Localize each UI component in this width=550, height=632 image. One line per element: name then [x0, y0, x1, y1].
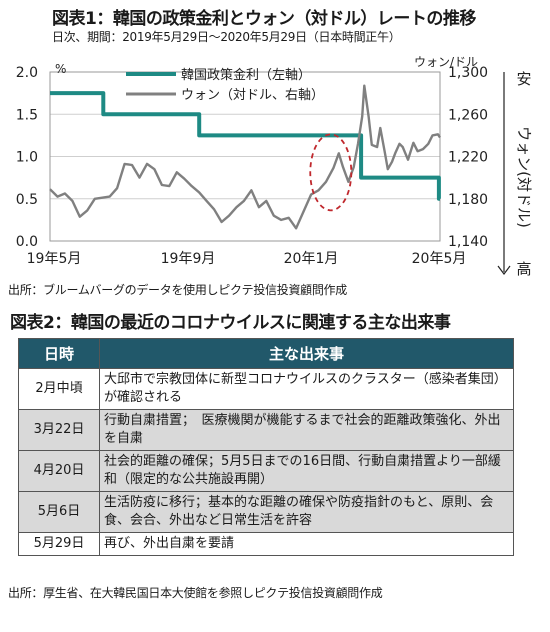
left-axis-unit: % — [55, 62, 66, 76]
event-date: 5月6日 — [18, 491, 100, 533]
figure1-source: 出所：ブルームバーグのデータを使用しピクテ投信投資顧問作成 — [8, 283, 347, 297]
events-table: 日時 主な出来事 2月中頃 大邱市で宗教団体に新型コロナウイルスのクラスター（感… — [18, 338, 514, 556]
right-tick-label: 1,140 — [448, 234, 488, 250]
plot-frame — [49, 71, 441, 242]
table-row: 3月22日 行動自粛措置； 医療機関が機能するまで社会的距離政策強化、外出を自粛 — [18, 409, 514, 451]
right-tick-label: 1,220 — [448, 150, 488, 166]
table-row: 2月中頃 大邱市で宗教団体に新型コロナウイルスのクラスター（感染者集団）が確認さ… — [18, 368, 514, 410]
x-tick-label: 19年5月 — [27, 251, 82, 267]
legend-won-label: ウォン（対ドル、右軸） — [181, 88, 324, 103]
x-tick-label: 19年9月 — [161, 251, 216, 267]
date-header: 日時 — [18, 338, 100, 369]
event-text: 行動自粛措置； 医療機関が機能するまで社会的距離政策強化、外出を自粛 — [99, 409, 514, 451]
left-tick-label: 0.5 — [16, 192, 38, 208]
event-text: 社会的距離の確保；5月5日までの16日間、行動自粛措置より一部緩和（限定的な公共… — [99, 450, 514, 492]
event-date: 3月22日 — [18, 409, 100, 451]
event-text: 再び、外出自粛を要請 — [99, 532, 514, 556]
table-row: 5月6日 生活防疫に移行；基本的な距離の確保や防疫指針のもと、原則、会食、会合、… — [18, 491, 514, 533]
legend-policy-label: 韓国政策金利（左軸） — [181, 67, 311, 83]
event-text: 大邱市で宗教団体に新型コロナウイルスのクラスター（感染者集団）が確認される — [99, 368, 514, 410]
won-rate-line — [49, 84, 442, 230]
table-row: 5月29日 再び、外出自粛を要請 — [18, 532, 514, 556]
event-date: 4月20日 — [18, 450, 100, 492]
axis-direction-top: 安 — [516, 70, 531, 88]
figure2-source: 出所：厚生省、在大韓民国日本大使館を参照しピクテ投信投資顧問作成 — [8, 586, 383, 600]
left-tick-label: 1.5 — [16, 107, 38, 123]
x-tick-label: 20年1月 — [284, 251, 339, 267]
direction-arrowhead — [497, 265, 511, 275]
right-axis-title: ウォン(対ドル) — [515, 126, 533, 228]
policy-rate-line — [50, 91, 441, 201]
event-date: 2月中頃 — [18, 368, 100, 410]
right-tick-label: 1,300 — [448, 65, 488, 81]
left-tick-label: 1.0 — [16, 150, 38, 166]
figure1-subtitle: 日次、期間：2019年5月29日～2020年5月29日（日本時間正午） — [52, 30, 401, 44]
right-axis-unit: ウォン/ドル — [414, 55, 478, 69]
left-tick-label: 0.0 — [16, 234, 38, 250]
left-tick-label: 2.0 — [16, 65, 38, 81]
figure2-title: 図表2：韓国の最近のコロナウイルスに関連する主な出来事 — [10, 313, 451, 333]
right-tick-label: 1,180 — [448, 192, 488, 208]
highlight-ellipse — [309, 133, 353, 212]
x-tick-label: 20年5月 — [412, 251, 467, 267]
right-tick-label: 1,260 — [448, 107, 488, 123]
event-text: 生活防疫に移行；基本的な距離の確保や防疫指針のもと、原則、会食、会合、外出など日… — [99, 491, 514, 533]
rate-chart: 0.0 0.5 1.0 1.5 2.0 1,140 1,180 1,220 1,260 1,300… — [16, 55, 533, 278]
axis-direction-bottom: 高 — [516, 260, 531, 278]
event-header: 主な出来事 — [99, 338, 514, 369]
table-row: 4月20日 社会的距離の確保；5月5日までの16日間、行動自粛措置より一部緩和（… — [18, 450, 514, 492]
figure1-title: 図表1：韓国の政策金利とウォン（対ドル）レートの推移 — [52, 9, 476, 29]
event-date: 5月29日 — [18, 532, 100, 556]
